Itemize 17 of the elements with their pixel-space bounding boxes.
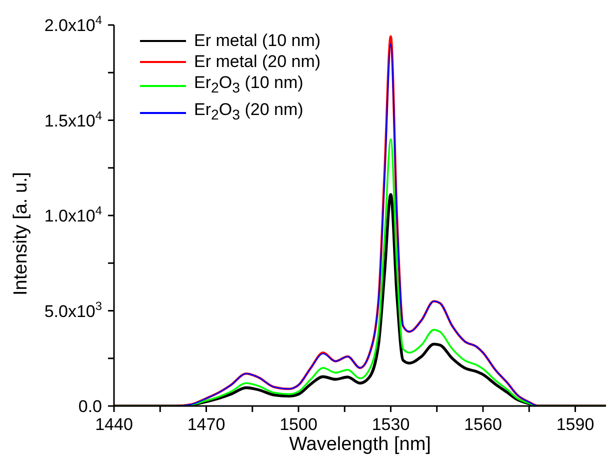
y-tick-label: 1.5x10$^{4}$ (44, 108, 102, 130)
legend-label: Er$_{2}$O$_{3}$ (20 nm) (194, 99, 304, 126)
legend-label: Er$_{2}$O$_{3}$ (10 nm) (194, 72, 304, 98)
x-tick-label: 1440 (95, 415, 133, 434)
x-tick-label: 1560 (464, 415, 502, 434)
y-tick-label: 1.0x10$^{4}$ (44, 204, 102, 226)
y-axis-title: Intensity [a. u.] (10, 172, 32, 296)
y-tick-label: 0.0 (78, 397, 102, 416)
x-tick-label: 1500 (280, 415, 318, 434)
y-tick-label: 5.0x10$^{3}$ (44, 298, 102, 321)
x-axis-title: Wavelength [nm] (289, 434, 431, 455)
legend-label: Er metal (10 nm) (194, 30, 321, 51)
legend-label: Er metal (20 nm) (194, 51, 321, 72)
y-tick-label: 2.0x10$^{4}$ (44, 13, 102, 35)
x-tick-label: 1470 (187, 415, 226, 434)
x-tick-label: 1530 (372, 415, 410, 434)
x-tick-label: 1590 (556, 415, 594, 434)
